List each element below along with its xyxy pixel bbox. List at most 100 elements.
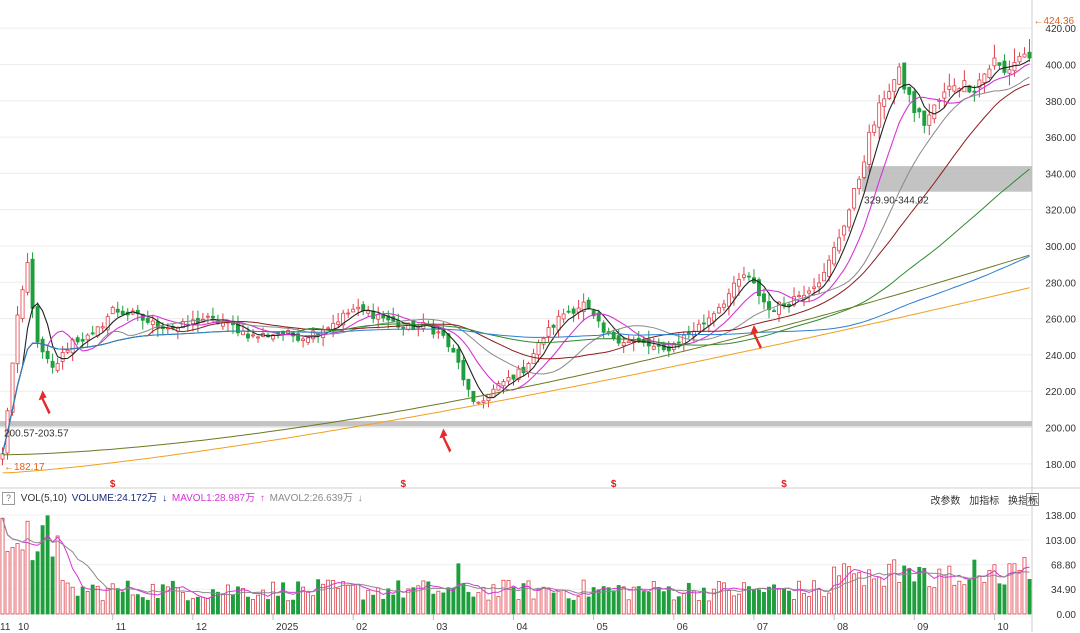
ma30-line xyxy=(2,83,1030,454)
candle-body xyxy=(531,353,536,364)
dollar-marker: $ xyxy=(110,479,116,490)
price-tick-label: 240.00 xyxy=(1045,351,1076,362)
volume-bar xyxy=(546,588,551,615)
volume-bar xyxy=(215,591,220,615)
volume-bar xyxy=(105,587,110,615)
volume-bar xyxy=(892,559,897,615)
candle-body xyxy=(651,345,656,350)
volume-bar xyxy=(927,586,932,615)
volume-bar xyxy=(967,579,972,615)
volume-bar xyxy=(466,591,471,615)
volume-bar xyxy=(626,599,631,615)
volume-bar xyxy=(897,582,902,615)
volume-bar xyxy=(381,598,386,615)
volume-bar xyxy=(977,575,982,615)
volume-bar xyxy=(411,587,416,615)
volume-bar xyxy=(711,588,716,615)
candle-body xyxy=(942,91,947,99)
volume-bar xyxy=(551,592,556,615)
candle-body xyxy=(85,334,90,341)
close-icon[interactable]: × xyxy=(1026,493,1039,506)
candle-body xyxy=(847,209,852,228)
candle-body xyxy=(932,104,937,120)
volume-bar xyxy=(95,585,100,615)
mavol1-up-arrow-icon: ↑ xyxy=(259,493,265,504)
volume-bar xyxy=(55,535,60,615)
volume-bar xyxy=(817,588,822,615)
volume-bar xyxy=(511,587,516,615)
candle-body xyxy=(927,114,932,126)
volume-bar xyxy=(762,591,766,615)
volume-bar xyxy=(872,578,877,615)
volume-bar xyxy=(576,596,581,615)
volume-bar xyxy=(366,589,371,615)
switch-indicator-button[interactable]: 换指标 xyxy=(1008,496,1038,507)
candle-body xyxy=(912,91,917,114)
candle-body xyxy=(711,313,716,322)
candle-body xyxy=(551,324,556,328)
candle-body xyxy=(110,307,115,315)
price-tick-label: 380.00 xyxy=(1045,97,1076,108)
volume-bar xyxy=(125,580,130,615)
volume-bar xyxy=(812,580,817,615)
candle-body xyxy=(461,359,466,381)
volume-bar xyxy=(60,580,65,615)
candle-body xyxy=(757,279,761,297)
edit-params-button[interactable]: 改参数 xyxy=(930,496,961,507)
volume-bar xyxy=(70,586,75,615)
candle-body xyxy=(45,350,50,360)
candle-body xyxy=(822,271,827,282)
candle-body xyxy=(341,312,346,326)
time-tick-label: 12 xyxy=(196,622,208,633)
volume-bar xyxy=(391,594,396,615)
candle-body xyxy=(1022,53,1027,58)
volume-bar xyxy=(962,584,967,615)
volume-bar xyxy=(75,595,80,615)
volume-bar xyxy=(917,566,922,615)
mavol2-value: MAVOL2:26.639万 xyxy=(269,493,353,504)
volume-bar xyxy=(401,597,406,615)
candle-body xyxy=(922,110,927,126)
candle-body xyxy=(205,315,210,318)
volume-bar xyxy=(676,596,681,615)
volume-bar xyxy=(556,590,561,615)
help-icon[interactable]: ? xyxy=(2,491,15,505)
volume-bar xyxy=(286,600,291,615)
candle-body xyxy=(296,333,301,341)
volume-bar xyxy=(491,584,496,615)
candle-body xyxy=(586,299,591,309)
volume-bar xyxy=(90,584,95,615)
candle-body xyxy=(656,344,661,347)
volume-bar xyxy=(596,589,601,615)
candle-body xyxy=(902,62,907,90)
volume-bar xyxy=(1022,557,1027,615)
price-tick-label: 180.00 xyxy=(1045,460,1076,471)
candle-body xyxy=(115,308,120,313)
candle-body xyxy=(20,289,25,319)
volume-bar xyxy=(706,600,711,615)
time-tick-label: 09 xyxy=(917,622,929,633)
candle-body xyxy=(30,258,35,309)
candle-body xyxy=(401,326,406,329)
add-indicator-button[interactable]: 加指标 xyxy=(969,496,1000,507)
candle-body xyxy=(65,349,70,353)
candle-body xyxy=(987,68,992,79)
candle-body xyxy=(456,348,461,363)
volume-bar xyxy=(631,586,636,615)
price-tick-label: 420.00 xyxy=(1045,24,1076,35)
candle-body xyxy=(952,85,957,92)
ma60-line xyxy=(2,168,1030,454)
volume-bar xyxy=(436,590,441,615)
volume-bar xyxy=(922,567,927,615)
candle-body xyxy=(852,188,857,209)
candle-body xyxy=(797,295,802,298)
candle-body xyxy=(671,343,676,350)
volume-bar xyxy=(195,596,200,615)
price-tick-label: 200.00 xyxy=(1045,424,1076,435)
candle-body xyxy=(741,274,746,278)
low-price-label: ←182.17 xyxy=(4,462,45,473)
candle-body xyxy=(907,86,912,95)
candle-body xyxy=(721,303,726,308)
red-arrow-icon xyxy=(749,324,762,349)
